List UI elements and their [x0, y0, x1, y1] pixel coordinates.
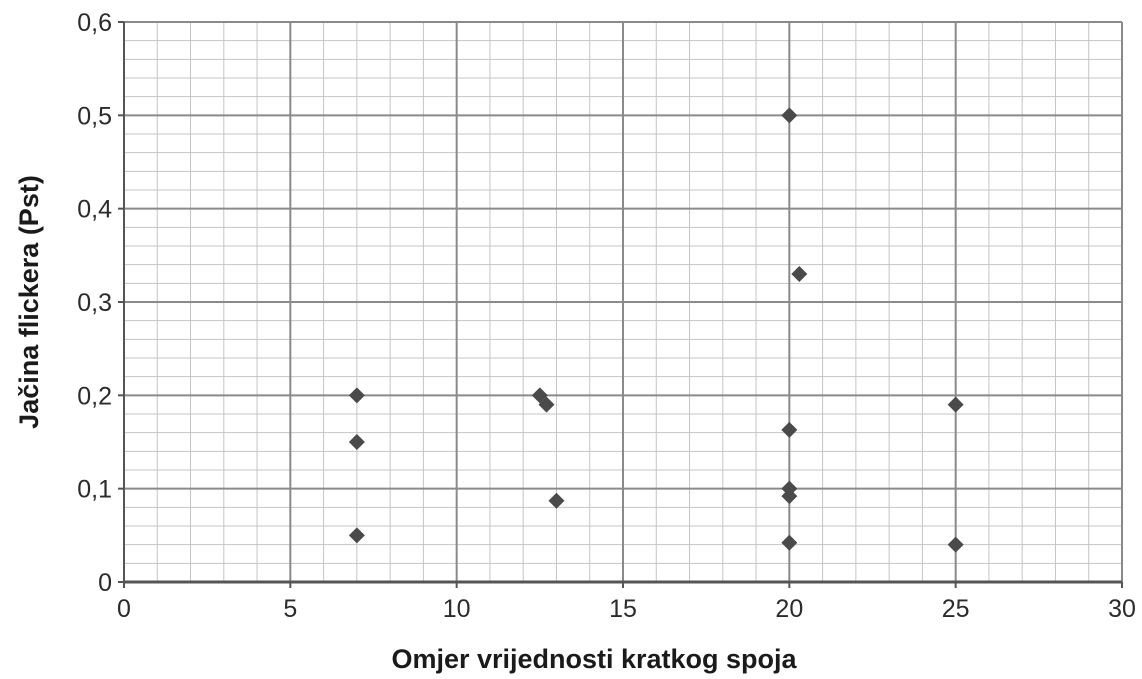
- x-axis-title: Omjer vrijednosti kratkog spoja: [391, 644, 797, 674]
- data-point-marker: [947, 396, 964, 413]
- data-point-marker: [947, 536, 964, 553]
- data-point-marker: [348, 387, 365, 404]
- x-tick-label: 5: [283, 595, 297, 623]
- data-point-marker: [348, 527, 365, 544]
- data-point-marker: [781, 488, 798, 505]
- data-point-marker: [548, 492, 565, 509]
- data-point-marker: [538, 396, 555, 413]
- y-tick-label: 0,2: [77, 382, 112, 410]
- y-tick-label: 0,1: [77, 476, 112, 504]
- y-tick-label: 0,5: [77, 102, 112, 130]
- y-tick-label: 0,4: [77, 196, 112, 224]
- data-point-marker: [791, 266, 808, 282]
- x-tick-label: 15: [609, 595, 637, 623]
- x-tick-label: 0: [117, 595, 131, 623]
- x-tick-label: 20: [775, 595, 803, 623]
- axes: [118, 21, 1123, 588]
- data-points: [348, 107, 964, 553]
- y-tick-labels: 0 0,1 0,2 0,3 0,4 0,5 0,6: [77, 9, 112, 597]
- data-point-marker: [348, 434, 365, 450]
- data-point-marker: [781, 107, 798, 124]
- x-tick-labels: 0 5 10 15 20 25 30: [117, 595, 1136, 623]
- y-axis-title: Jačina flickera (Pst): [14, 175, 44, 429]
- y-tick-label: 0,6: [77, 9, 112, 37]
- x-tick-label: 10: [443, 595, 471, 623]
- major-gridlines: [123, 21, 1123, 583]
- data-point-marker: [781, 421, 798, 438]
- x-tick-label: 25: [942, 595, 970, 623]
- y-tick-label: 0,3: [77, 289, 112, 317]
- data-point-marker: [781, 534, 798, 551]
- y-tick-label: 0: [98, 569, 112, 597]
- x-tick-label: 30: [1108, 595, 1136, 623]
